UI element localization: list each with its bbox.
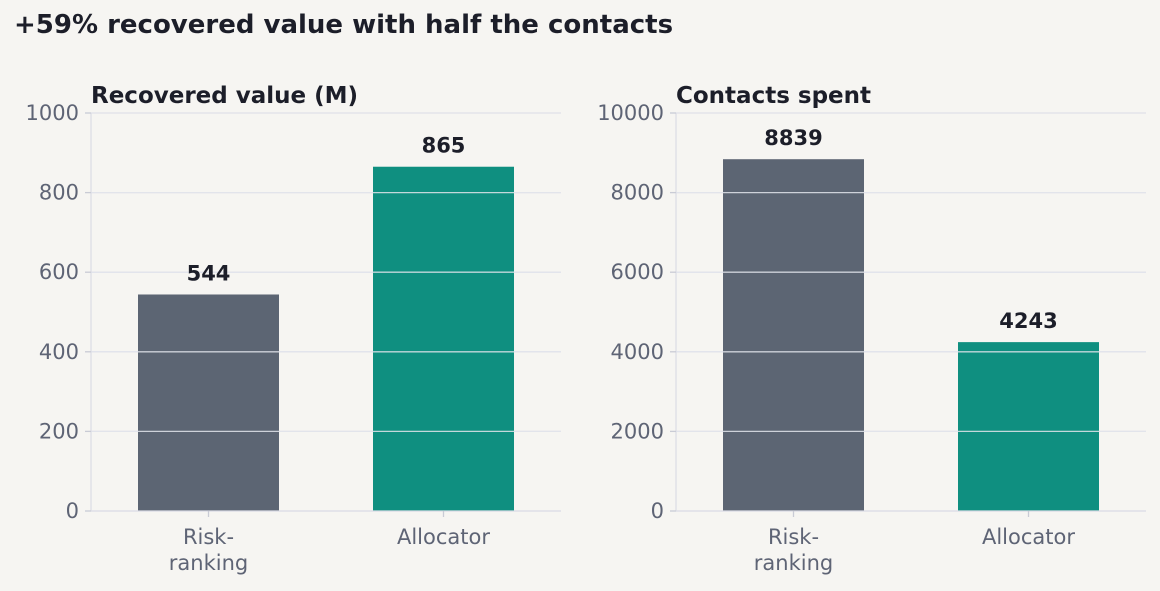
- bar-allocator: [373, 166, 514, 512]
- y-tick-label: 4000: [611, 340, 664, 364]
- panel-title: Contacts spent: [676, 83, 871, 109]
- y-tick-label: 200: [39, 419, 79, 443]
- x-tick-label: Risk-ranking: [169, 525, 248, 575]
- x-tick-label: Risk-ranking: [754, 525, 833, 575]
- bar-allocator: [958, 342, 1099, 511]
- y-tick-label: 8000: [611, 181, 664, 205]
- panel-title: Recovered value (M): [91, 83, 358, 109]
- y-tick-label: 6000: [611, 260, 664, 284]
- y-tick-label: 600: [39, 260, 79, 284]
- data-label: 4243: [999, 309, 1057, 333]
- x-tick-label-line: Allocator: [397, 525, 490, 549]
- x-tick-label-line: Allocator: [982, 525, 1075, 549]
- x-tick-label-line: ranking: [754, 551, 833, 575]
- bar-risk-ranking: [138, 294, 279, 511]
- y-tick-label: 800: [39, 181, 79, 205]
- chart-panel-1: Recovered value (M) 544 865 0 200 400 600 800 10…: [26, 83, 561, 575]
- data-label: 544: [187, 261, 231, 285]
- y-tick-label: 10000: [597, 101, 664, 125]
- x-tick-label-line: Risk-: [183, 525, 234, 549]
- bar-risk-ranking: [723, 159, 864, 511]
- y-tick-label: 0: [651, 499, 664, 523]
- x-tick-label: Allocator: [982, 525, 1075, 549]
- chart-panel-2: Contacts spent 8839 4243 0 2000 4000 6000 8000 1…: [597, 83, 1146, 575]
- y-tick-label: 1000: [26, 101, 79, 125]
- data-label: 8839: [764, 126, 822, 150]
- y-tick-label: 400: [39, 340, 79, 364]
- figure-title: +59% recovered value with half the conta…: [14, 10, 674, 40]
- x-tick-label-line: Risk-: [768, 525, 819, 549]
- y-tick-label: 0: [66, 499, 79, 523]
- y-tick-label: 2000: [611, 419, 664, 443]
- x-tick-label-line: ranking: [169, 551, 248, 575]
- data-label: 865: [422, 134, 466, 158]
- x-tick-label: Allocator: [397, 525, 490, 549]
